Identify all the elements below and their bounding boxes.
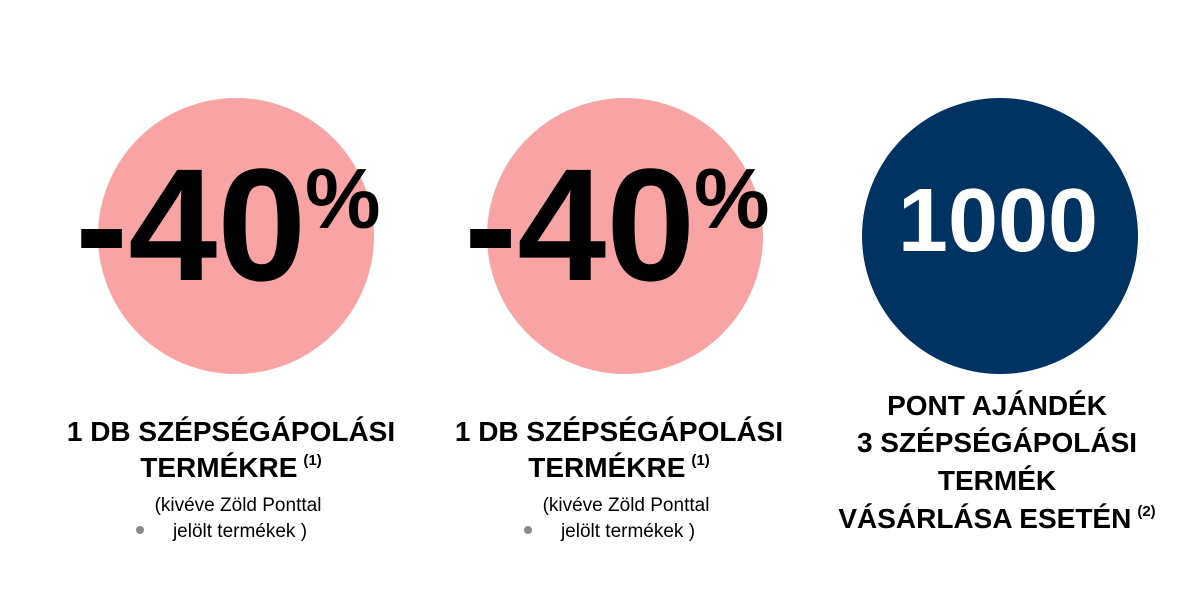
note-line: (kivéve Zöld Ponttal [543,495,710,516]
unit: % [305,152,381,247]
title-line: TERMÉK [938,465,1056,496]
title-line: VÁSÁRLÁSA ESETÉN (2) [838,503,1155,534]
title-text: TERMÉKRE [528,452,685,483]
badge [98,98,374,374]
unit: % [694,152,770,247]
discount: -40% [75,135,381,314]
offer: 1000 PONT AJÁNDÉK 3 SZÉPSÉGÁPOLÁSI TERMÉ… [838,98,1156,534]
badge [487,98,763,374]
title-line: 1 DB SZÉPSÉGÁPOLÁSI [67,416,395,447]
discount: -40% [464,135,770,314]
green-dot-icon [136,526,144,534]
footnote: (1) [691,452,709,469]
offer: -40% 1 DB SZÉPSÉGÁPOLÁSI TERMÉKRE (1) (ki… [455,98,783,542]
footnote: (2) [1137,503,1155,520]
badge [862,98,1138,374]
offer: -40% 1 DB SZÉPSÉGÁPOLÁSI TERMÉKRE (1) (ki… [67,98,395,542]
title-text: VÁSÁRLÁSA ESETÉN [838,503,1131,534]
note-line: jelölt termékek ) [172,521,307,542]
title-line: TERMÉKRE (1) [140,452,321,483]
amount: -40 [75,135,306,314]
points: 1000 [898,171,1098,271]
title-line: 3 SZÉPSÉGÁPOLÁSI [857,427,1137,458]
title-line: TERMÉKRE (1) [528,452,709,483]
note-line: jelölt termékek ) [560,521,695,542]
footnote: (1) [303,452,321,469]
note-line: (kivéve Zöld Ponttal [155,495,322,516]
title-line: 1 DB SZÉPSÉGÁPOLÁSI [455,416,783,447]
title-text: TERMÉKRE [140,452,297,483]
title-line: PONT AJÁNDÉK [887,390,1107,421]
green-dot-icon [524,526,532,534]
amount: -40 [464,135,695,314]
